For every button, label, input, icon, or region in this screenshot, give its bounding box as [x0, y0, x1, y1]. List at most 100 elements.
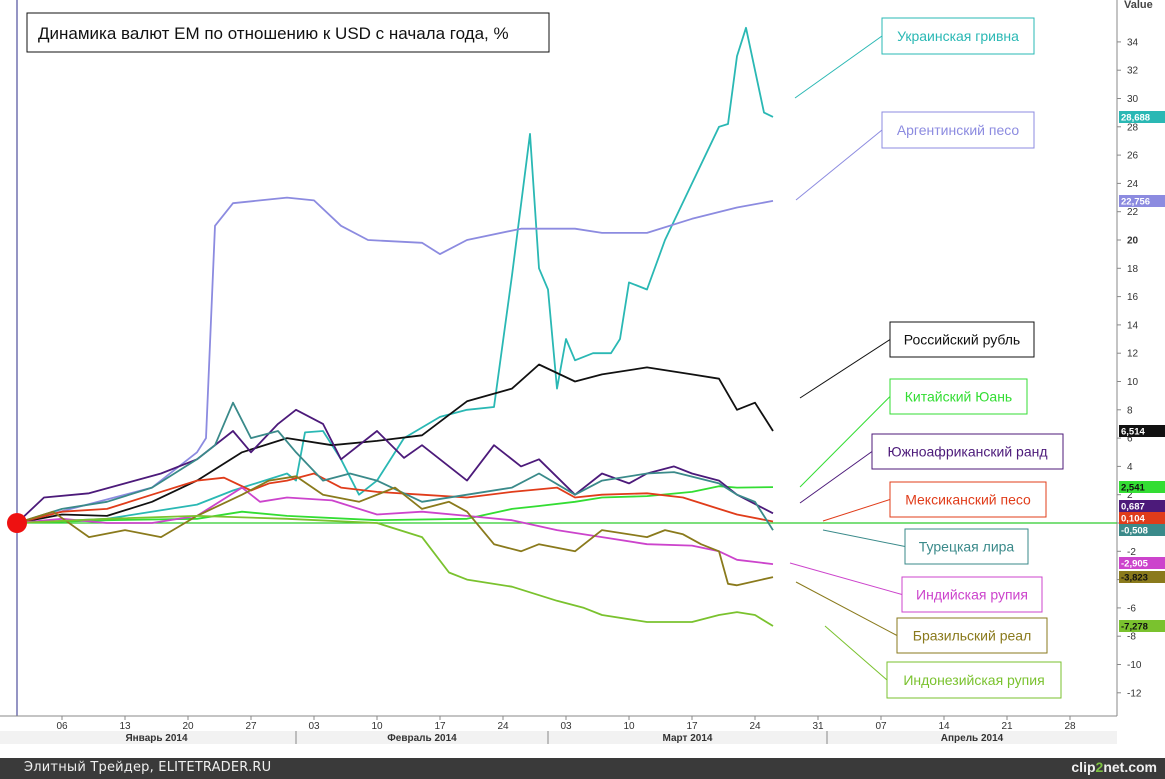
- value-tag-text: 28,688: [1121, 113, 1150, 124]
- month-label: Апрель 2014: [941, 733, 1004, 744]
- x-tick-label: 24: [749, 721, 761, 732]
- y-tick-label: -2: [1127, 547, 1136, 558]
- legend-connector: [795, 581, 898, 636]
- legend-connector: [799, 339, 891, 399]
- legend-layer: Украинская гривна Аргентинский песо Россий…: [789, 17, 1064, 699]
- series-line-1: [16, 196, 774, 524]
- series-line-7: [16, 486, 774, 565]
- value-tag: [1119, 571, 1165, 583]
- legend-label: Южноафриканский ранд: [887, 444, 1047, 460]
- value-tag-text: 6,514: [1121, 427, 1145, 438]
- chart-title-box: Динамика валют EM по отношению к USD с н…: [26, 12, 550, 53]
- legend-connector: [822, 529, 906, 547]
- x-tick-label: 13: [119, 721, 131, 732]
- y-tick-label: 4: [1127, 462, 1133, 473]
- month-label: Январь 2014: [125, 733, 188, 744]
- value-tag-text: -2,905: [1121, 559, 1149, 570]
- legend-box: [896, 617, 1048, 654]
- value-tag: [1119, 481, 1165, 493]
- series-line-8: [16, 475, 774, 587]
- x-tick-label: 17: [686, 721, 698, 732]
- y-tick-label: 22: [1127, 207, 1139, 218]
- series-layer: [16, 26, 774, 627]
- x-tick-label: 03: [308, 721, 320, 732]
- legend-box: [904, 528, 1029, 565]
- series-line-5: [16, 472, 774, 524]
- series-line-3: [16, 485, 774, 524]
- value-tag: [1119, 620, 1165, 632]
- value-tag: [1119, 195, 1165, 207]
- x-tick-label: 27: [245, 721, 257, 732]
- x-tick-label: 06: [56, 721, 68, 732]
- y-tick-label: -12: [1127, 688, 1142, 699]
- y-tick-label: 24: [1127, 179, 1139, 190]
- footer-source: Элитный Трейдер, ELITETRADER.RU: [24, 760, 272, 775]
- legend-label: Турецкая лира: [919, 539, 1015, 555]
- legend-box: [889, 378, 1028, 415]
- x-tick-label: 28: [1064, 721, 1076, 732]
- y-tick-label: 2: [1127, 490, 1133, 501]
- legend-connector: [822, 499, 891, 522]
- x-tick-label: 17: [434, 721, 446, 732]
- value-tag-text: -7,278: [1121, 622, 1148, 633]
- chart-title: Динамика валют EM по отношению к USD с н…: [38, 24, 509, 43]
- origin-marker: [7, 513, 27, 533]
- x-tick-label: 14: [938, 721, 950, 732]
- legend-connector: [824, 625, 888, 681]
- legend-connector: [799, 451, 873, 504]
- series-line-2: [16, 363, 774, 524]
- y-tick-label: 6: [1127, 434, 1133, 445]
- series-line-4: [16, 408, 774, 524]
- legend-label: Мексиканский песо: [905, 492, 1031, 508]
- y-tick-label: 20: [1127, 236, 1139, 247]
- legend-box: [881, 111, 1035, 149]
- legend-label: Индийская рупия: [916, 587, 1028, 603]
- x-tick-label: 10: [623, 721, 635, 732]
- x-axis: 06 13 20 27 03 10 17 24 03 10 17 24 31 07 14 21 28 Январь…: [0, 715, 1117, 744]
- legend-box: [889, 481, 1047, 518]
- y-tick-label: -10: [1127, 660, 1142, 671]
- legend-connector: [799, 396, 891, 488]
- x-tick-label: 10: [371, 721, 383, 732]
- legend-label: Индонезийская рупия: [903, 672, 1044, 688]
- y-tick-label: -6: [1127, 603, 1136, 614]
- legend-label: Бразильский реал: [913, 628, 1032, 644]
- legend-label: Российский рубль: [904, 332, 1020, 348]
- value-tag-text: 0,687: [1121, 502, 1145, 513]
- legend-label: Украинская гривна: [897, 28, 1019, 44]
- y-tick-label: 14: [1127, 320, 1139, 331]
- y-tick-label: 34: [1127, 37, 1139, 48]
- legend-box: [901, 576, 1043, 613]
- y-tick-label: 26: [1127, 151, 1139, 162]
- value-tag-text: -0,508: [1121, 526, 1148, 537]
- value-tag: [1119, 512, 1165, 524]
- y-tick-label: 8: [1127, 405, 1133, 416]
- value-tag-text: 22,756: [1121, 197, 1150, 208]
- value-tag-text: 2,541: [1121, 483, 1145, 494]
- y-tick-label: 32: [1127, 66, 1139, 77]
- value-tag: [1119, 524, 1165, 536]
- legend-box: [889, 321, 1035, 358]
- month-band: [0, 731, 1117, 744]
- value-tag-text: 0,104: [1121, 514, 1145, 525]
- month-label: Февраль 2014: [387, 733, 457, 744]
- y-tick-label: 16: [1127, 292, 1139, 303]
- x-tick-label: 07: [875, 721, 887, 732]
- legend-connector: [794, 35, 883, 99]
- value-tag: [1119, 425, 1165, 437]
- legend-connector: [789, 562, 903, 595]
- value-tag: [1119, 557, 1165, 569]
- legend-label: Аргентинский песо: [897, 122, 1020, 138]
- x-tick-label: 03: [560, 721, 572, 732]
- y-tick-label: 30: [1127, 94, 1139, 105]
- x-tick-label: 21: [1001, 721, 1013, 732]
- series-line-6: [16, 401, 774, 531]
- legend-connector: [795, 129, 883, 201]
- y-tick-label: 28: [1127, 122, 1139, 133]
- legend-label: Китайский Юань: [905, 389, 1012, 405]
- series-line-9: [16, 515, 774, 627]
- chart: 3432302826242220181614121086420-2-4-6-8-…: [0, 0, 1165, 744]
- legend-box: [886, 661, 1062, 699]
- footer-brand: clip2net.com: [1071, 759, 1157, 775]
